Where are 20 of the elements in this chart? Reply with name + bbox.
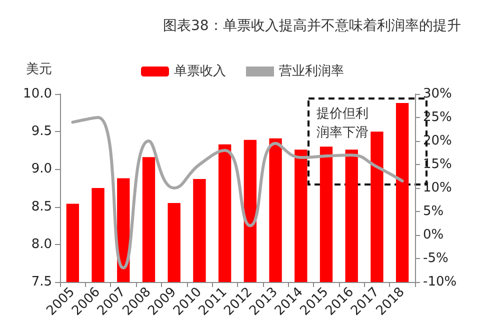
y2-tick-label: 30%	[423, 86, 452, 102]
y2-tick-label: -5%	[423, 251, 448, 266]
chart-title: 图表38：单票收入提高并不意味着利润率的提升	[163, 18, 461, 34]
y-tick-label: 9.5	[31, 124, 52, 140]
y-tick-label: 8.0	[31, 236, 52, 252]
y-tick-label: 8.5	[31, 199, 52, 214]
y2-tick-label: 0%	[423, 228, 444, 242]
annotation: 提价但利润率下滑	[316, 106, 368, 140]
y2-tick-label: -10%	[423, 274, 457, 290]
y-axis-title: 美元	[26, 61, 52, 77]
y2-tick-label: 5%	[423, 204, 444, 219]
y-tick-label: 9.0	[31, 162, 52, 177]
y-tick-label: 10.0	[23, 86, 52, 102]
y2-tick-label: 15%	[423, 157, 452, 172]
y2-tick-label: 20%	[423, 134, 452, 148]
y2-tick-label: 25%	[423, 110, 452, 125]
y-tick-label: 7.5	[31, 274, 52, 290]
legend-label: 单票收入	[174, 64, 226, 79]
y2-tick-label: 10%	[423, 180, 452, 196]
legend-label: 营业利润率	[279, 63, 344, 79]
